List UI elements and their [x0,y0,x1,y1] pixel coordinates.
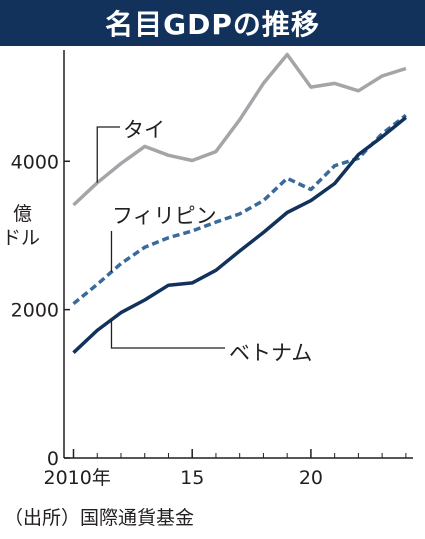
series-label-ベトナム: ベトナム [229,341,312,365]
series-label-タイ: タイ [123,118,165,142]
y-tick-label: 2000 [11,300,59,322]
x-tick-label: 20 [299,467,323,489]
y-axis-label-line-2: ドル [2,227,40,249]
series-line-タイ [72,52,407,207]
x-tick-label: 2010年 [43,467,110,489]
y-tick-label: 0 [47,448,59,470]
source-note: （出所）国際通貨基金 [4,507,195,529]
y-axis-label-line-1: 億 [13,203,32,225]
series-leader-ベトナム [110,319,225,349]
y-tick-label: 4000 [11,151,59,173]
series-label-フィリピン: フィリピン [112,204,217,228]
series-line-ベトナム [72,116,408,354]
x-tick-label: 15 [180,467,204,489]
series-leader-タイ [96,126,120,183]
chart-title: 名目GDPの推移 [0,0,425,46]
series-line-フィリピン [72,113,407,306]
